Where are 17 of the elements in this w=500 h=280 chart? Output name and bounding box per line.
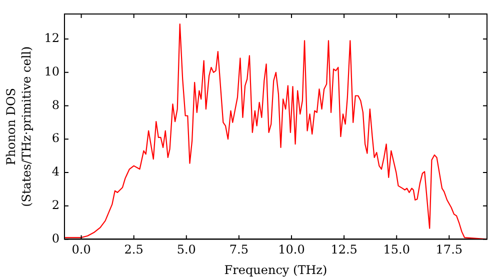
x-tick-label: 2.5	[124, 242, 144, 257]
x-tick-label: 17.5	[436, 242, 463, 257]
x-tick-label: 10.0	[278, 242, 305, 257]
y-tick-label: 8	[52, 98, 60, 112]
x-tick-label: 0.0	[72, 242, 91, 257]
y-tick-label: 10	[44, 64, 60, 79]
y-axis-title: Phonon DOS (States/THz·primitive cell)	[4, 46, 34, 207]
y-tick-label: 0	[52, 231, 60, 246]
x-tick-label: 12.5	[330, 242, 358, 257]
x-tick-label: 7.5	[229, 242, 248, 257]
y-tick-label: 4	[52, 164, 60, 179]
y-tick-label: 6	[52, 131, 60, 146]
x-tick-label: 5.0	[176, 242, 196, 257]
x-axis-title: Frequency (THz)	[224, 262, 328, 277]
y-tick-label: 2	[52, 198, 60, 212]
x-tick-label: 15.0	[383, 242, 410, 257]
y-tick-label: 12	[44, 31, 60, 46]
